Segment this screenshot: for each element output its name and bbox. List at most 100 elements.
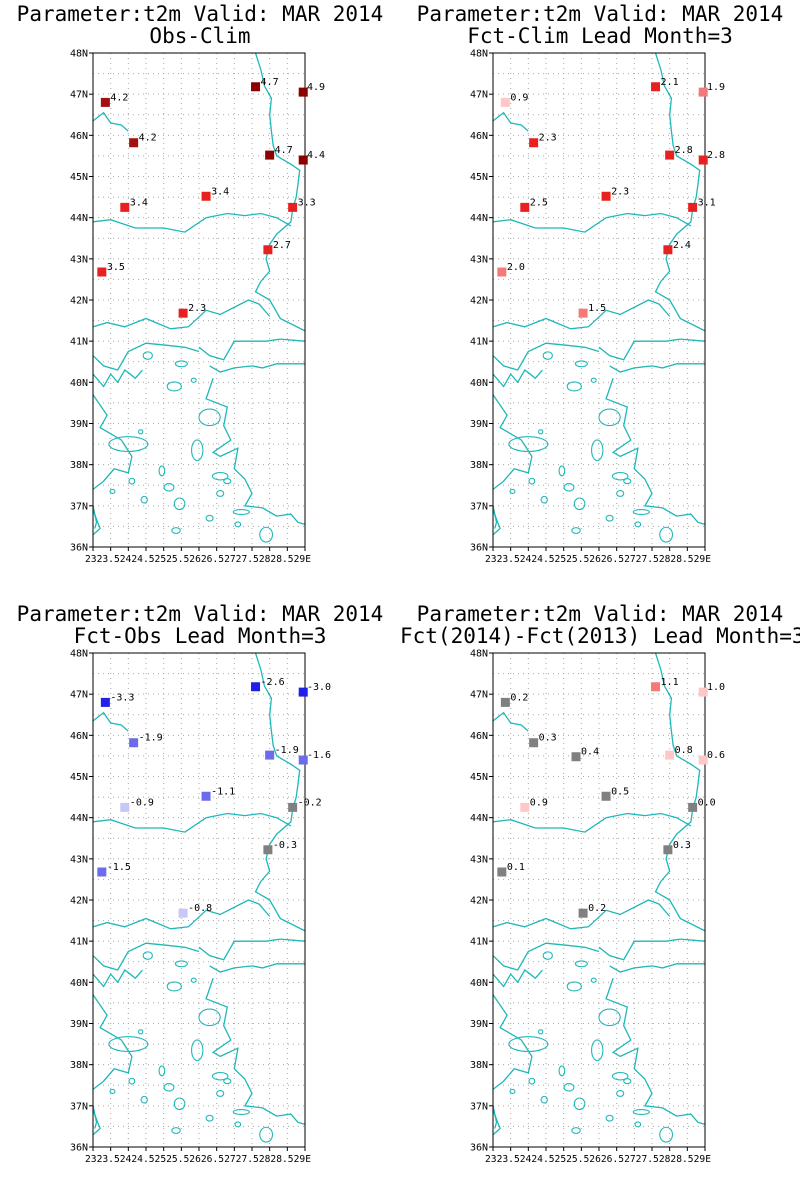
lat-label: 36N (470, 543, 488, 554)
coastline-segment (493, 1109, 501, 1136)
station-marker (663, 845, 673, 855)
station-marker (529, 738, 539, 748)
station-marker (529, 138, 539, 148)
lat-label: 42N (470, 296, 488, 307)
station-value-label: -3.0 (307, 682, 331, 693)
station-value-label: 4.2 (139, 133, 157, 144)
coastline-segment (609, 363, 705, 373)
coastline (493, 653, 705, 1143)
station-marker (263, 845, 273, 855)
station-value-label: 4.2 (110, 92, 128, 103)
panel-title: Parameter:t2m Valid: MAR 2014 (16, 602, 384, 626)
station-marker (651, 682, 661, 692)
island-outline (138, 1029, 144, 1035)
station-marker (601, 791, 611, 801)
lat-label: 46N (70, 131, 88, 142)
station-value-label: 2.1 (661, 77, 679, 88)
lat-label: 39N (70, 419, 88, 430)
lon-axis-labels: 2323.52424.52525.52626.52727.52828.529E (85, 554, 311, 565)
island-outline (634, 1121, 642, 1128)
island-outline (109, 1088, 116, 1095)
island-outline (571, 527, 581, 534)
panel-title: Parameter:t2m Valid: MAR 2014 (16, 2, 384, 26)
lat-label: 40N (470, 378, 488, 389)
station-map: 48N 47N 46N 45N 44N 43N 42N 41N 40N 39N 38N 37N 36N2… (470, 649, 725, 1166)
island-outline (128, 1077, 136, 1085)
station-value-label: 2.7 (273, 240, 291, 251)
lat-label: 43N (470, 854, 488, 865)
island-outline (190, 977, 197, 983)
island-outline (591, 439, 604, 462)
island-outline (158, 1065, 166, 1077)
island-outline (634, 521, 642, 528)
coastline-segment (111, 564, 206, 583)
station-marker (288, 802, 298, 812)
coastline-segment (93, 212, 292, 233)
lat-label: 48N (70, 49, 88, 60)
island-outline (108, 436, 149, 453)
island-outline (216, 490, 225, 497)
coastline-segment (254, 53, 305, 332)
coastline-segment (654, 53, 705, 332)
coastline-segment (93, 969, 143, 988)
island-outline (140, 1095, 148, 1104)
island-outline (223, 1078, 232, 1085)
coastline-segment (198, 338, 305, 361)
island-outline (528, 1077, 536, 1085)
island-outline (171, 1127, 181, 1134)
coastline-segment (493, 212, 692, 233)
coastline (493, 53, 705, 583)
station-marker (698, 155, 708, 165)
island-outline (232, 1108, 251, 1116)
island-outline (509, 488, 516, 495)
island-outline (538, 429, 544, 435)
station-value-label: 2.3 (188, 303, 206, 314)
panel-title: Parameter:t2m Valid: MAR 2014 (416, 602, 784, 626)
lat-label: 42N (70, 896, 88, 907)
lat-label: 37N (470, 501, 488, 512)
coastline-segment (609, 963, 705, 973)
coastline-segment (205, 977, 305, 1126)
island-outline (171, 527, 181, 534)
station-value-label: 3.3 (298, 197, 316, 208)
coastline-segment (605, 377, 705, 526)
island-outline (598, 408, 621, 427)
coastline-segment (93, 899, 271, 930)
coastline (93, 53, 305, 583)
island-outline (211, 471, 229, 481)
station-value-label: 2.8 (675, 145, 693, 156)
coastline-segment (209, 363, 305, 373)
station-value-label: -1.9 (275, 745, 299, 756)
coastline-segment (511, 564, 606, 583)
coastline-segment (493, 394, 533, 490)
island-outline (574, 360, 588, 368)
coastline-segment (93, 509, 101, 536)
station-markers: 0.2 0.3 0.9 0.1 0.2 0.5 1.1 0.8 1.0 0.6 0.0 0.3 0.4 (497, 677, 725, 918)
island-outline (128, 477, 136, 485)
station-value-label: 4.9 (307, 82, 325, 93)
station-marker (251, 82, 261, 92)
station-value-label: 4.4 (307, 150, 325, 161)
station-value-label: 1.9 (707, 82, 725, 93)
island-outline (542, 351, 553, 360)
station-value-label: 0.2 (588, 903, 606, 914)
coastline-segment (605, 977, 705, 1126)
coastline-segment (93, 299, 271, 330)
island-outline (109, 488, 116, 495)
panel-subtitle: Fct-Obs Lead Month=3 (73, 624, 327, 648)
station-marker (263, 245, 273, 255)
lat-label: 36N (470, 1143, 488, 1154)
island-outline (590, 977, 597, 983)
station-value-label: 0.5 (611, 786, 629, 797)
coastline (93, 653, 305, 1143)
station-value-label: 0.6 (707, 750, 725, 761)
station-value-label: 3.1 (698, 197, 716, 208)
station-marker (651, 82, 661, 92)
station-value-label: 0.9 (510, 92, 528, 103)
lat-label: 39N (70, 1019, 88, 1030)
station-marker (500, 97, 510, 107)
island-outline (605, 514, 614, 522)
island-outline (508, 1036, 549, 1053)
coastline-segment (493, 942, 600, 971)
lat-label: 46N (70, 731, 88, 742)
